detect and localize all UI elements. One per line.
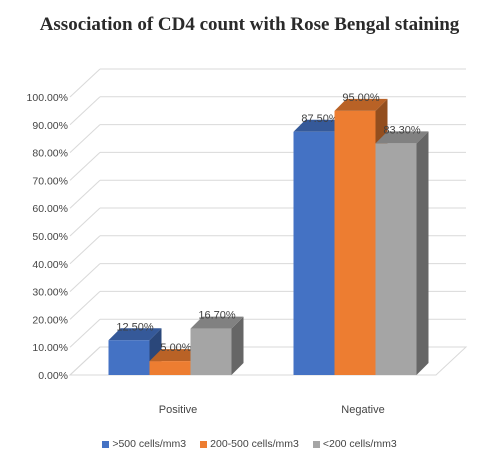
data-label: 16.70% xyxy=(198,310,236,322)
data-label: 5.00% xyxy=(160,342,191,354)
bar-side xyxy=(231,316,244,375)
legend-item: <200 cells/mm3 xyxy=(312,438,397,450)
side-gridline xyxy=(69,318,101,348)
bar-top xyxy=(149,349,203,362)
legend-label: 200-500 cells/mm3 xyxy=(210,438,299,450)
y-tick-label: 90.00% xyxy=(32,120,68,132)
data-label: 87.50% xyxy=(301,113,339,125)
y-tick-label: 30.00% xyxy=(32,287,68,299)
side-gridline xyxy=(69,179,101,209)
side-gridline xyxy=(69,152,101,181)
legend-label: <200 cells/mm3 xyxy=(322,438,397,450)
bar xyxy=(293,131,335,375)
y-tick-label: 100.00% xyxy=(27,92,68,104)
x-tick-label: Negative xyxy=(341,404,384,416)
legend-item: >500 cells/mm3 xyxy=(102,438,186,450)
y-tick-label: 40.00% xyxy=(32,259,68,271)
data-label: 12.50% xyxy=(116,321,154,333)
y-tick-label: 60.00% xyxy=(32,203,68,215)
bar-top xyxy=(293,119,347,132)
bar xyxy=(375,143,417,375)
y-tick-label: 80.00% xyxy=(32,148,68,160)
bar xyxy=(149,361,191,375)
bar-top xyxy=(375,131,429,144)
data-label: 95.00% xyxy=(342,92,380,104)
bar-top xyxy=(334,98,388,111)
side-gridline xyxy=(69,263,101,292)
y-tick-label: 50.00% xyxy=(32,231,68,243)
side-gridline xyxy=(69,68,101,98)
legend-swatch xyxy=(200,440,208,448)
y-tick-label: 70.00% xyxy=(32,175,68,187)
side-gridline xyxy=(69,124,101,153)
bar-top xyxy=(190,316,244,329)
legend-item: 200-500 cells/mm3 xyxy=(200,438,299,450)
x-tick-label: Positive xyxy=(159,404,198,416)
legend-swatch xyxy=(102,440,110,448)
chart-title: Association of CD4 count with Rose Benga… xyxy=(39,14,460,35)
bar xyxy=(190,328,232,375)
side-gridline xyxy=(69,207,101,237)
side-gridline xyxy=(69,96,101,126)
legend-label: >500 cells/mm3 xyxy=(112,438,187,450)
bar-side xyxy=(416,131,429,375)
bar xyxy=(108,340,150,375)
y-tick-label: 0.00% xyxy=(38,370,68,382)
legend-swatch xyxy=(312,440,320,448)
bar xyxy=(334,110,376,376)
data-label: 83.30% xyxy=(383,124,421,136)
y-tick-label: 20.00% xyxy=(32,314,68,326)
y-tick-label: 10.00% xyxy=(32,342,68,354)
bar-top xyxy=(108,328,162,341)
side-gridline xyxy=(69,235,101,265)
side-gridline xyxy=(69,291,101,320)
legend: >500 cells/mm3 200-500 cells/mm3 <200 ce… xyxy=(0,438,499,450)
